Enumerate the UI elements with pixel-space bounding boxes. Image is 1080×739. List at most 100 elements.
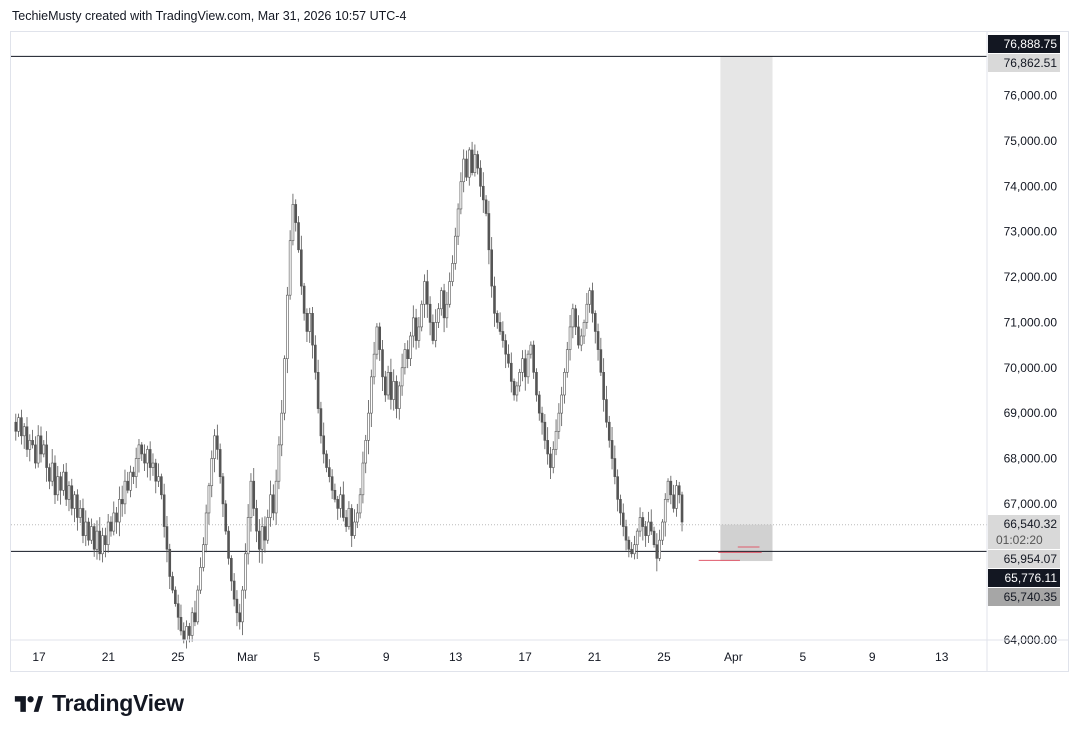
candle[interactable] xyxy=(112,501,116,536)
candle[interactable] xyxy=(515,381,519,402)
candle[interactable] xyxy=(235,590,239,627)
candle[interactable] xyxy=(109,516,113,537)
candle[interactable] xyxy=(199,557,202,594)
candle[interactable] xyxy=(484,195,488,217)
candle[interactable] xyxy=(241,585,244,636)
candle[interactable] xyxy=(344,509,348,532)
candle[interactable] xyxy=(367,399,370,455)
candle[interactable] xyxy=(420,300,423,332)
candle[interactable] xyxy=(157,463,160,488)
candle[interactable] xyxy=(417,317,421,348)
candle[interactable] xyxy=(370,369,373,428)
candle[interactable] xyxy=(266,509,270,544)
candle[interactable] xyxy=(151,453,155,476)
candle[interactable] xyxy=(641,511,645,541)
candle[interactable] xyxy=(87,517,90,546)
candle[interactable] xyxy=(473,144,477,177)
candle[interactable] xyxy=(392,369,396,411)
candle[interactable] xyxy=(42,440,46,458)
candle[interactable] xyxy=(106,513,110,553)
candle[interactable] xyxy=(532,340,535,379)
candle[interactable] xyxy=(294,199,298,232)
candle[interactable] xyxy=(302,282,306,321)
candle[interactable] xyxy=(62,464,65,496)
candle[interactable] xyxy=(59,471,62,505)
candle[interactable] xyxy=(400,353,404,396)
candle[interactable] xyxy=(258,519,261,563)
candle[interactable] xyxy=(565,341,569,378)
candle[interactable] xyxy=(25,417,29,458)
candle[interactable] xyxy=(244,543,247,599)
candle[interactable] xyxy=(255,499,258,543)
candle[interactable] xyxy=(120,485,124,517)
candle[interactable] xyxy=(372,341,376,385)
candle[interactable] xyxy=(20,409,23,445)
candle[interactable] xyxy=(193,600,197,627)
candle[interactable] xyxy=(596,323,600,361)
candle[interactable] xyxy=(238,603,242,630)
candle[interactable] xyxy=(154,458,158,494)
candle[interactable] xyxy=(630,542,633,558)
candle[interactable] xyxy=(274,469,278,525)
candle[interactable] xyxy=(64,462,68,506)
candle[interactable] xyxy=(448,272,451,308)
candle[interactable] xyxy=(305,308,309,342)
candle[interactable] xyxy=(104,527,107,558)
candle[interactable] xyxy=(557,403,561,440)
candle[interactable] xyxy=(325,450,328,473)
candle[interactable] xyxy=(286,286,289,374)
candle[interactable] xyxy=(272,484,275,521)
candle[interactable] xyxy=(395,375,398,419)
candle[interactable] xyxy=(518,368,521,392)
candle[interactable] xyxy=(188,622,191,643)
candle[interactable] xyxy=(498,312,502,335)
candle[interactable] xyxy=(39,426,43,463)
candle[interactable] xyxy=(207,482,211,525)
candle[interactable] xyxy=(501,321,505,348)
candle[interactable] xyxy=(84,510,88,547)
candle[interactable] xyxy=(386,365,390,400)
price-label[interactable]: 65,740.35 xyxy=(988,588,1060,606)
candle[interactable] xyxy=(308,307,312,343)
candle[interactable] xyxy=(179,604,183,636)
candle[interactable] xyxy=(375,323,379,360)
candle[interactable] xyxy=(560,386,563,427)
price-label[interactable]: 76,862.51 xyxy=(988,54,1060,72)
candle[interactable] xyxy=(647,511,650,544)
candle[interactable] xyxy=(101,527,104,563)
candle[interactable] xyxy=(613,445,617,485)
candle[interactable] xyxy=(504,334,507,369)
candle[interactable] xyxy=(260,517,264,564)
candle[interactable] xyxy=(551,441,555,474)
candle[interactable] xyxy=(81,498,85,544)
candle[interactable] xyxy=(661,519,664,546)
candle[interactable] xyxy=(232,573,236,607)
candle[interactable] xyxy=(224,500,228,535)
candle[interactable] xyxy=(118,486,121,537)
highlight-zone[interactable] xyxy=(720,56,773,562)
candle[interactable] xyxy=(675,480,678,517)
candle[interactable] xyxy=(607,415,611,448)
candle[interactable] xyxy=(92,523,96,557)
candle[interactable] xyxy=(582,319,586,345)
candle[interactable] xyxy=(624,519,628,551)
candle[interactable] xyxy=(588,287,591,313)
candle[interactable] xyxy=(658,529,661,562)
candle[interactable] xyxy=(330,469,334,500)
candle[interactable] xyxy=(288,230,292,300)
candle[interactable] xyxy=(314,335,317,380)
candle[interactable] xyxy=(70,478,74,516)
candle[interactable] xyxy=(546,427,549,465)
candle[interactable] xyxy=(76,489,79,531)
candle[interactable] xyxy=(490,237,493,298)
candle[interactable] xyxy=(384,370,387,402)
candle[interactable] xyxy=(403,342,407,375)
candle[interactable] xyxy=(543,414,547,450)
candle[interactable] xyxy=(574,304,577,335)
candle[interactable] xyxy=(537,391,541,421)
candle[interactable] xyxy=(442,283,446,333)
candle[interactable] xyxy=(465,150,468,182)
candle[interactable] xyxy=(358,488,362,519)
candle[interactable] xyxy=(434,309,437,348)
candle[interactable] xyxy=(143,444,146,471)
